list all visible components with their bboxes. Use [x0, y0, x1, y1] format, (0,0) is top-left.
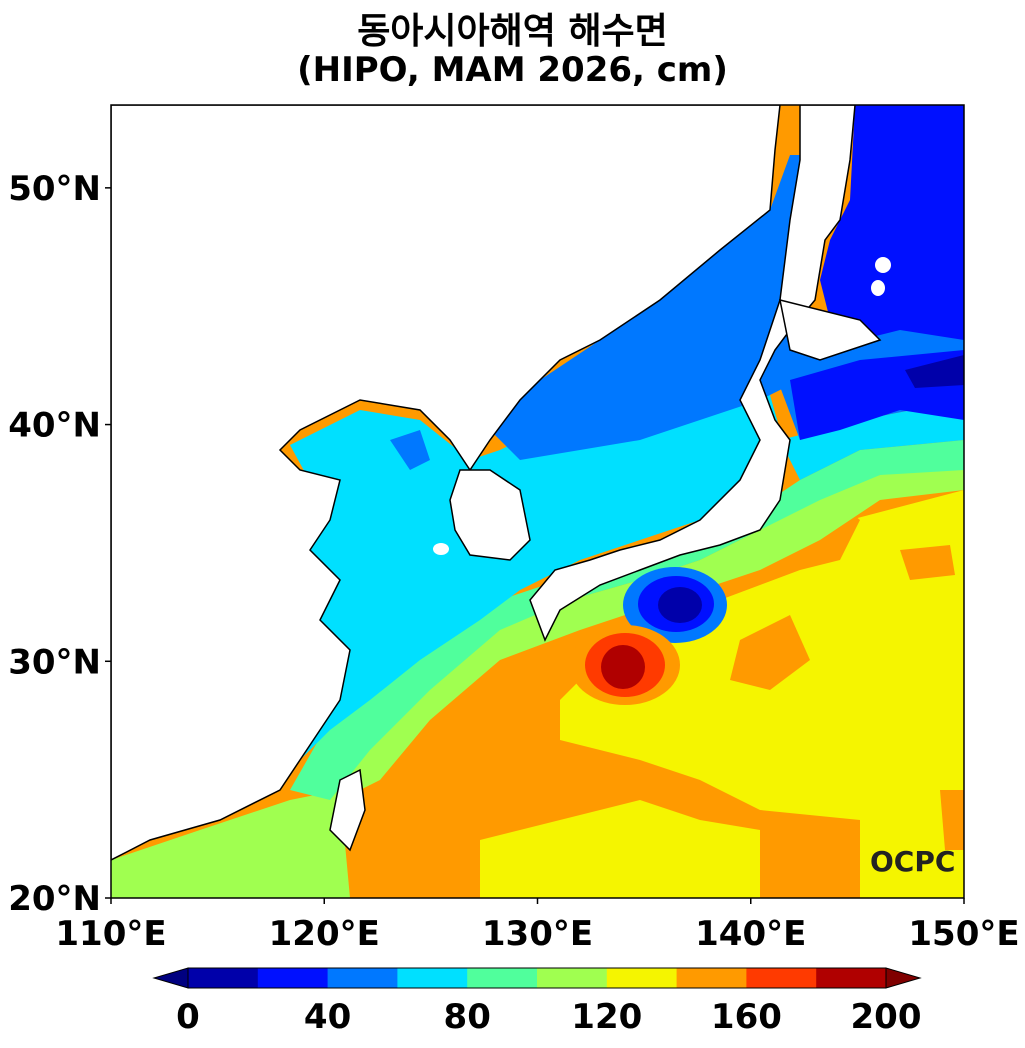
land-island	[433, 543, 449, 555]
ocpc-logo: OCPC	[870, 845, 956, 878]
y-tick-label: 30°N	[8, 642, 101, 682]
contour-40-60-patch	[390, 430, 430, 470]
land-island-3	[871, 280, 885, 296]
x-tick-label: 130°E	[482, 914, 593, 954]
map-subtitle: (HIPO, MAM 2026, cm)	[297, 50, 728, 90]
contour-100-120	[330, 460, 964, 800]
colorbar-segment	[397, 968, 468, 988]
land-hokkaido	[779, 298, 882, 361]
y-tick-label: 40°N	[8, 406, 101, 446]
colorbar-segment	[467, 968, 538, 988]
land-korea-peninsula	[449, 469, 531, 561]
contour-40-60	[490, 155, 800, 460]
map-title: 동아시아해역 해수면	[357, 11, 668, 52]
colorbar-label: 200	[851, 997, 922, 1037]
colorbar-segment	[257, 968, 329, 988]
colorbar-label: 80	[444, 997, 491, 1037]
colorbar-label: 0	[176, 997, 200, 1037]
contour-orange-patch-4	[940, 790, 964, 850]
sea-level-field	[111, 105, 964, 898]
y-tick-label: 20°N	[8, 879, 101, 919]
contour-120-140-south	[480, 800, 760, 898]
y-tick-label: 50°N	[8, 169, 101, 209]
x-tick-label: 120°E	[269, 914, 380, 954]
colorbar: 0 40 80 120 160 200	[152, 967, 922, 1037]
contour-0-20	[905, 355, 964, 388]
colorbar-segment	[816, 968, 887, 988]
x-tick-label: 150°E	[908, 914, 1019, 954]
warm-eddy-core	[601, 645, 645, 689]
colorbar-label: 40	[304, 997, 351, 1037]
land-island-2	[875, 257, 891, 273]
colorbar-frame	[187, 967, 887, 989]
colorbar-segment	[746, 968, 817, 988]
axis-ticks: 110°E 120°E 130°E 140°E 150°E 20°N 30°N 40°N 50°…	[8, 169, 1019, 954]
contour-yellow-patch	[570, 700, 660, 750]
colorbar-segment	[537, 968, 608, 988]
contour-120-140	[560, 490, 964, 898]
contour-20-40	[820, 105, 964, 340]
cold-eddy-core	[658, 587, 702, 623]
land-taiwan	[329, 768, 366, 852]
colorbar-over-arrow	[885, 967, 922, 989]
colorbar-segment	[327, 968, 398, 988]
contour-60-80-east	[780, 400, 964, 480]
x-tick-label: 140°E	[695, 914, 806, 954]
scs-green	[111, 790, 350, 898]
colorbar-under-arrow	[152, 967, 189, 989]
colorbar-label: 120	[571, 997, 642, 1037]
x-tick-label: 110°E	[55, 914, 166, 954]
colorbar-segment	[676, 968, 747, 988]
land-asia-mainland	[111, 105, 781, 861]
colorbar-segment	[188, 968, 259, 988]
colorbar-segment	[606, 968, 678, 988]
contour-orange-patch-3	[900, 545, 955, 580]
contour-orange-patch	[730, 615, 810, 690]
contour-80-100	[290, 440, 964, 800]
colorbar-label: 160	[711, 997, 782, 1037]
